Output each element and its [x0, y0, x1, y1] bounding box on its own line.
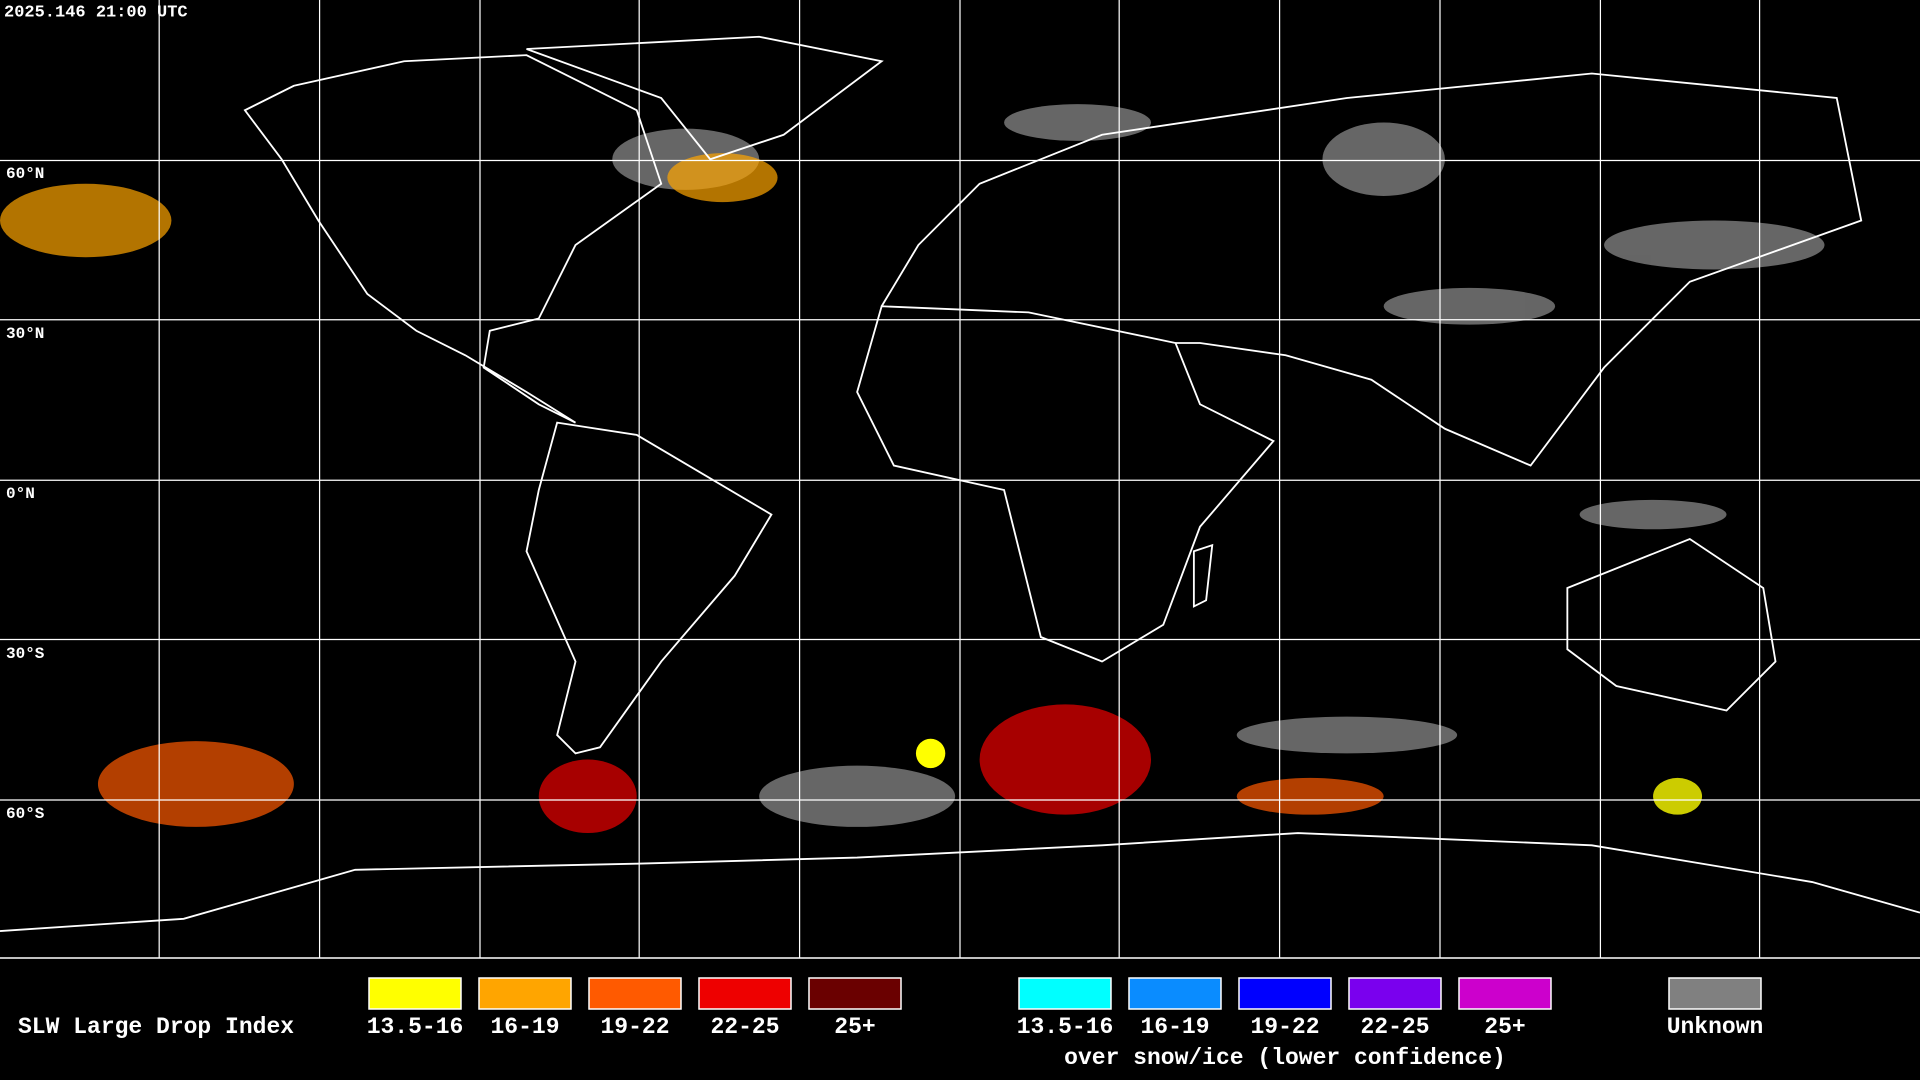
map — [0, 0, 1920, 958]
legend-swatch — [368, 977, 462, 1010]
legend-label: 19-22 — [1250, 1014, 1319, 1040]
latitude-label: 30°N — [6, 325, 44, 343]
legend-swatch — [698, 977, 792, 1010]
legend-swatch — [1128, 977, 1222, 1010]
legend-label: 25+ — [1484, 1014, 1525, 1040]
latitude-label: 60°S — [6, 805, 45, 823]
legend-swatch — [478, 977, 572, 1010]
legend-label: 13.5-16 — [367, 1014, 464, 1040]
legend-swatch — [1668, 977, 1762, 1010]
latitude-label: 30°S — [6, 645, 45, 663]
legend-swatch — [1018, 977, 1112, 1010]
coastlines — [0, 35, 1920, 932]
graticule — [0, 0, 1920, 958]
legend-swatch — [1238, 977, 1332, 1010]
latitude-label: 0°N — [6, 485, 35, 503]
legend-swatch — [588, 977, 682, 1010]
latitude-label: 60°N — [6, 165, 44, 183]
legend-label: 16-19 — [490, 1014, 559, 1040]
legend-swatch — [1348, 977, 1442, 1010]
legend-label: 19-22 — [600, 1014, 669, 1040]
legend-label: 16-19 — [1140, 1014, 1209, 1040]
legend-label: 25+ — [834, 1014, 875, 1040]
slw-cloud — [0, 153, 1703, 834]
legend-label: 22-25 — [1360, 1014, 1429, 1040]
legend-label: 22-25 — [710, 1014, 779, 1040]
legend-swatch — [1458, 977, 1552, 1010]
legend-title: SLW Large Drop Index — [18, 1014, 294, 1040]
legend-label: 13.5-16 — [1017, 1014, 1114, 1040]
timestamp: 2025.146 21:00 UTC — [4, 3, 188, 22]
legend-caption: over snow/ice (lower confidence) — [1064, 1045, 1506, 1071]
legend-swatch — [808, 977, 902, 1010]
legend-label: Unknown — [1667, 1014, 1764, 1040]
